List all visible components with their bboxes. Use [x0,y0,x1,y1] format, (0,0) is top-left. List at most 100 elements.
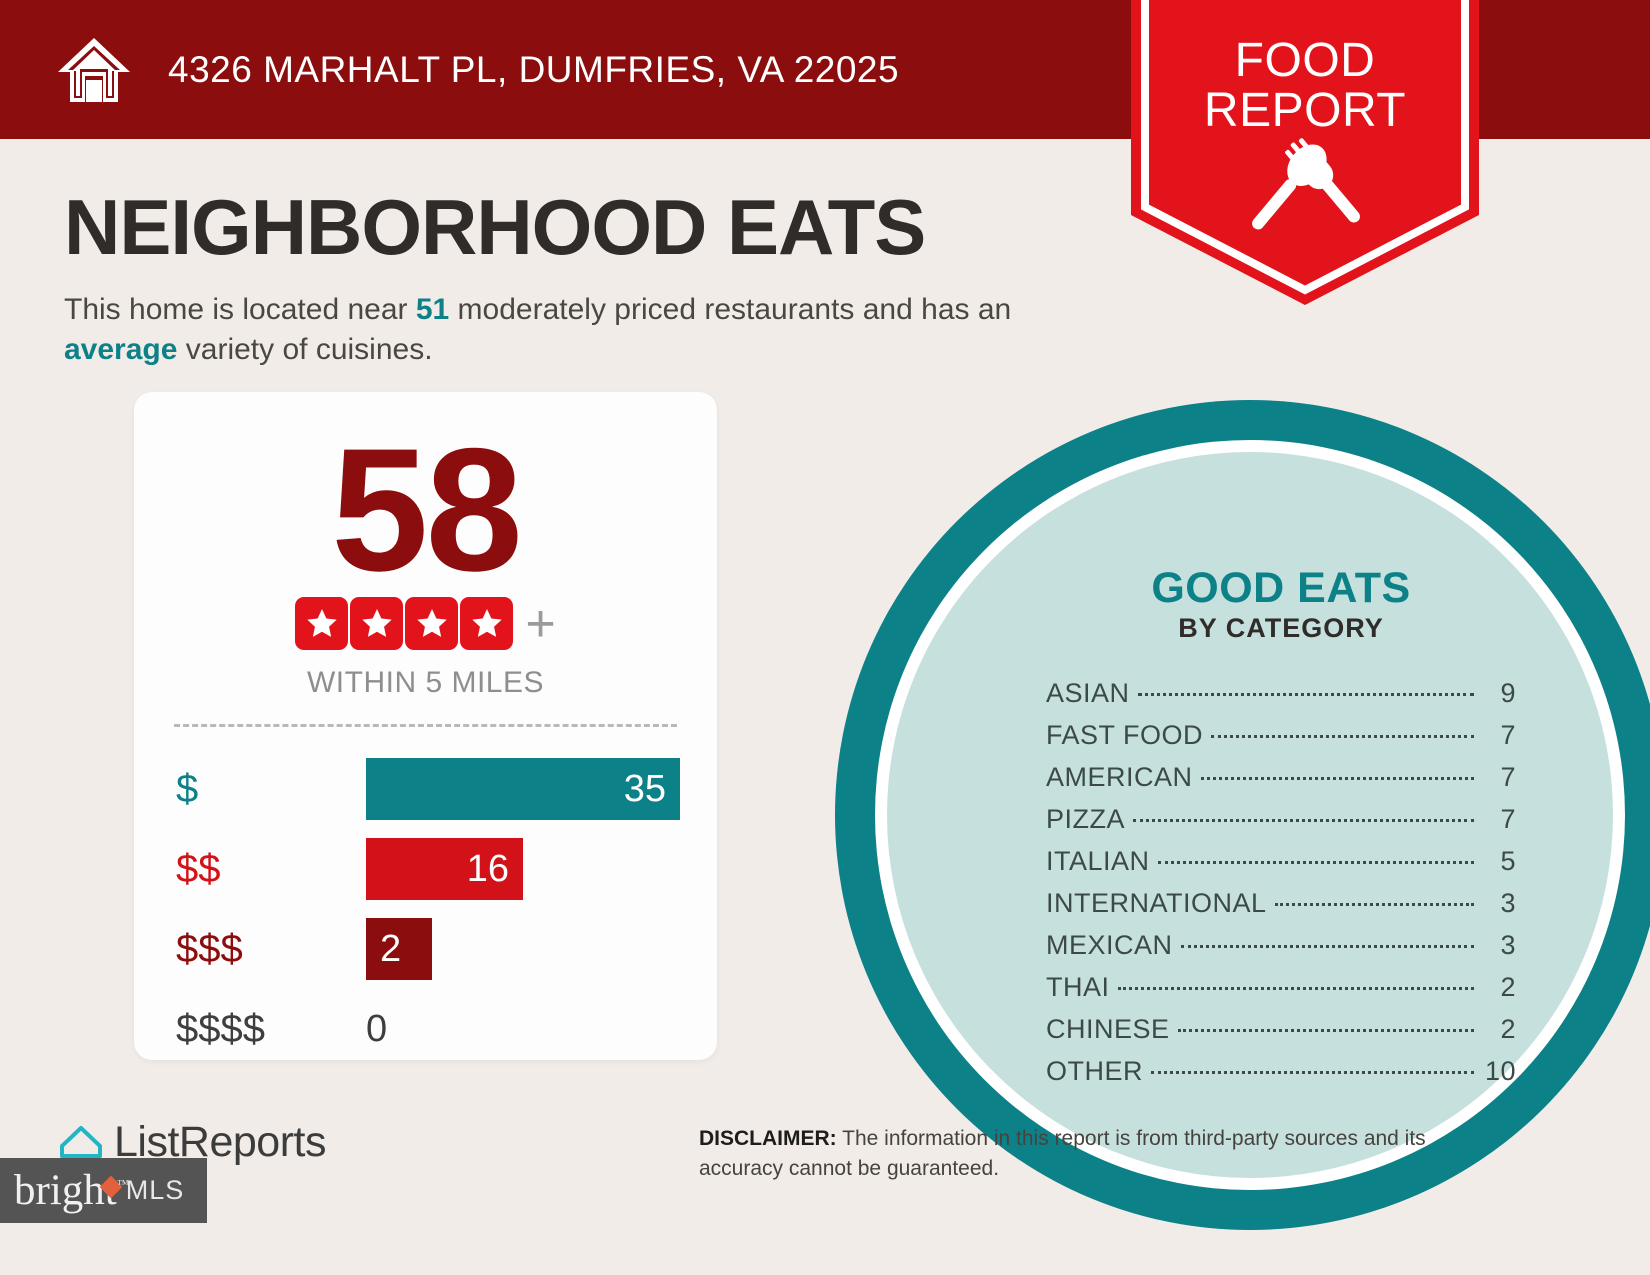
dot-leader [1151,1071,1474,1074]
dot-leader [1180,945,1474,948]
listreports-house-icon [58,1120,104,1165]
category-count: 5 [1500,846,1516,876]
star-icon [405,597,459,650]
bar-label: $$$ [176,926,243,971]
property-address: 4326 MARHALT PL, DUMFRIES, VA 22025 [168,48,900,90]
desc-part1: This home is located near [64,293,416,326]
list-item: OTHER 10 [1046,1056,1516,1098]
star-rating: + [134,597,717,650]
category-name: INTERNATIONAL [1046,888,1267,918]
bar-label: $$$$ [176,1006,265,1051]
category-name: CHINESE [1046,1014,1170,1044]
disclaimer-text: The information in this report is from t… [699,1127,1426,1180]
category-name: PIZZA [1046,804,1126,834]
category-name: THAI [1046,972,1110,1002]
list-item: FAST FOOD 7 [1046,720,1516,762]
good-eats-title: GOOD EATS [1151,564,1411,612]
category-count: 2 [1500,972,1516,1002]
category-name: AMERICAN [1046,762,1193,792]
radius-label: WITHIN 5 MILES [306,666,545,699]
category-count: 3 [1500,888,1516,918]
listreports-logo: ListReports [58,1118,326,1167]
category-count: 3 [1500,930,1516,960]
dot-leader [1137,693,1474,696]
category-name: ASIAN [1046,678,1130,708]
badge-text: FOOD REPORT [1131,36,1479,136]
plus-icon: + [525,594,556,653]
badge-line1: FOOD [1234,34,1376,87]
category-name: MEXICAN [1046,930,1173,960]
bright-wordmark: bright ™ [14,1167,129,1214]
bright-text: bright [14,1167,117,1214]
bright-mls-logo: bright ™ MLS [0,1158,207,1223]
ring-inner-fill [887,452,1613,1178]
food-report-badge: FOOD REPORT [1131,0,1479,305]
bar-label: $ [176,766,199,811]
category-count: 7 [1500,762,1516,792]
bar-track: 16 [366,838,717,900]
badge-line2: REPORT [1203,84,1407,137]
category-count: 7 [1500,804,1516,834]
category-count: 2 [1500,1014,1516,1044]
category-count: 9 [1500,678,1516,708]
hero-description: This home is located near 51 moderately … [64,290,1074,370]
dot-leader [1274,903,1474,906]
list-item: THAI 2 [1046,972,1516,1014]
bar-fill: 2 [366,918,432,980]
bar-value: 16 [466,847,509,890]
desc-part2: moderately priced restaurants and has an [449,293,1012,326]
disclaimer-label: DISCLAIMER: [699,1127,837,1150]
score-card: 58 + WITHIN 5 MILES $ 35 [134,392,717,1060]
star-icon [350,597,404,650]
bar-fill: 35 [366,758,680,820]
mls-text: MLS [125,1175,185,1205]
good-eats-subtitle: BY CATEGORY [1178,613,1384,643]
dot-leader [1157,861,1474,864]
list-item: CHINESE 2 [1046,1014,1516,1056]
dot-leader [1133,819,1474,822]
list-item: MEXICAN 3 [1046,930,1516,972]
eats-score: 58 [331,413,523,608]
dot-leader [1117,987,1474,990]
disclaimer: DISCLAIMER: The information in this repo… [699,1124,1509,1184]
good-eats-panel: GOOD EATS BY CATEGORY ASIAN 9 FAST FOOD … [1046,565,1516,1098]
hero-section: NEIGHBORHOOD EATS This home is located n… [64,186,1074,370]
dot-leader [1200,777,1474,780]
category-count: 7 [1500,720,1516,750]
bar-track: 0 [366,998,717,1060]
bar-label: $$ [176,846,221,891]
price-bar-chart: $ 35 $$ 16 $$$ 2 [134,749,717,1069]
bar-fill: 16 [366,838,523,900]
category-name: FAST FOOD [1046,720,1204,750]
star-icon [460,597,514,650]
bar-row: $$$$ 0 [134,989,717,1069]
dot-leader [1177,1029,1474,1032]
variety-level: average [64,333,178,366]
page-title: NEIGHBORHOOD EATS [64,183,926,271]
trademark-mark: ™ [116,1177,129,1191]
bar-value: 35 [623,767,666,810]
category-count: 10 [1484,1056,1516,1086]
bar-value: 2 [380,927,402,970]
bar-value: 0 [366,1007,388,1050]
card-divider [174,724,677,727]
category-name: OTHER [1046,1056,1143,1086]
restaurant-count: 51 [415,293,450,326]
home-icon [56,36,132,104]
list-item: ASIAN 9 [1046,678,1516,720]
category-name: ITALIAN [1046,846,1150,876]
dot-leader [1211,735,1474,738]
bar-row: $$ 16 [134,829,717,909]
bar-track: 35 [366,758,717,820]
category-list: ASIAN 9 FAST FOOD 7 AMERICAN 7 PIZZA 7 I… [1046,678,1516,1098]
bar-track: 2 [366,918,717,980]
list-item: INTERNATIONAL 3 [1046,888,1516,930]
star-icon [295,597,349,650]
desc-part3: variety of cuisines. [177,333,433,366]
list-item: ITALIAN 5 [1046,846,1516,888]
list-item: AMERICAN 7 [1046,762,1516,804]
bar-row: $ 35 [134,749,717,829]
bar-row: $$$ 2 [134,909,717,989]
list-item: PIZZA 7 [1046,804,1516,846]
